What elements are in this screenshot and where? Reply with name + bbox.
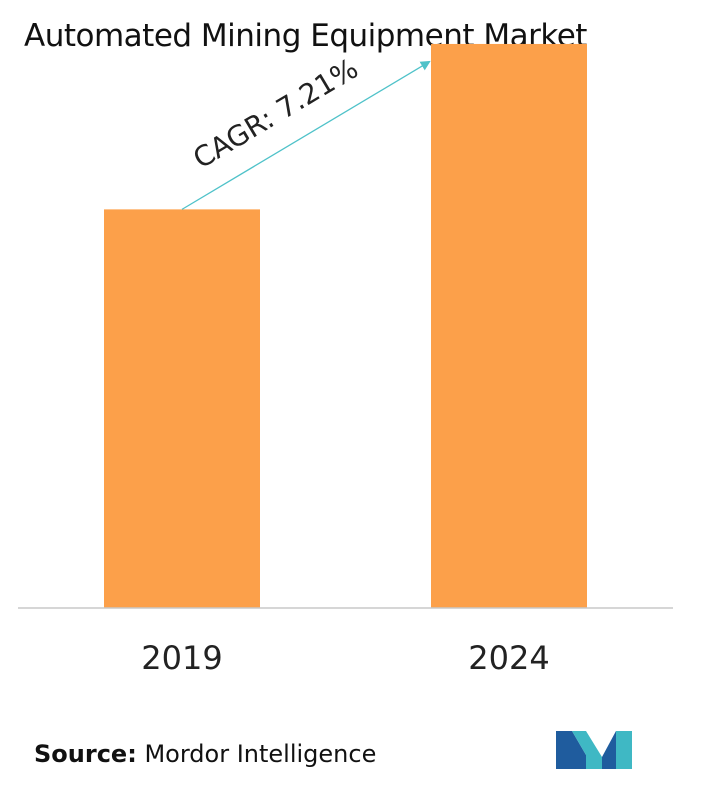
bar-chart: 2019 2024 CAGR: 7.21% xyxy=(18,43,673,677)
source-label: Source: xyxy=(34,740,137,768)
x-tick-label-2024: 2024 xyxy=(468,639,549,677)
bar-2019 xyxy=(104,209,260,608)
bar-2024 xyxy=(431,43,587,609)
mordor-intelligence-logo-icon xyxy=(556,731,632,769)
source-text: Mordor Intelligence xyxy=(144,740,377,768)
cagr-arrow xyxy=(181,60,431,210)
source-note: Source: Mordor Intelligence xyxy=(34,740,376,768)
cagr-label: CAGR: 7.21% xyxy=(187,52,363,176)
x-tick-label-2019: 2019 xyxy=(141,639,222,677)
